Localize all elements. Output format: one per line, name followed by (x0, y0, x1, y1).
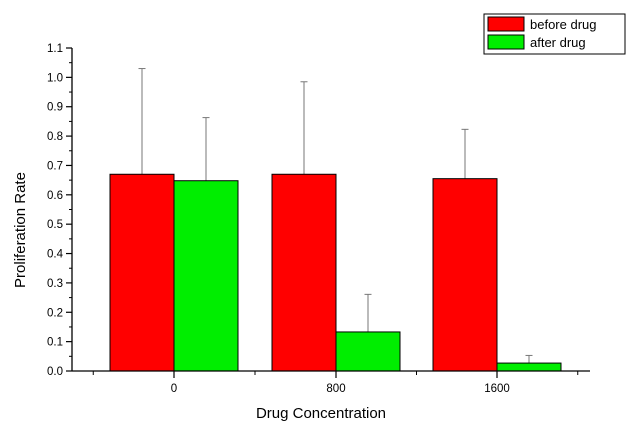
y-tick-label: 0.0 (47, 366, 63, 378)
bar (496, 362, 562, 372)
legend-swatch (487, 34, 525, 50)
bar (109, 173, 175, 372)
bar (335, 331, 401, 372)
legend-swatch (487, 16, 525, 32)
y-tick-label: 0.3 (47, 278, 63, 290)
y-tick-label: 0.9 (47, 102, 63, 114)
x-tick-label: 1600 (484, 383, 510, 395)
bar (173, 180, 239, 372)
legend: before drug after drug (483, 13, 626, 55)
x-axis-title: Drug Concentration (256, 405, 386, 422)
y-tick-label: 0.8 (47, 131, 63, 143)
y-tick-label: 1.1 (47, 43, 63, 55)
y-axis-title: Proliferation Rate (12, 172, 29, 288)
x-tick-label: 0 (171, 383, 177, 395)
y-tick-label: 0.1 (47, 337, 63, 349)
x-tick-label: 800 (326, 383, 345, 395)
y-tick-label: 0.6 (47, 190, 63, 202)
y-tick-label: 1.0 (47, 72, 63, 84)
bar (271, 173, 337, 372)
y-tick-label: 0.5 (47, 219, 63, 231)
y-tick-label: 0.7 (47, 160, 63, 172)
y-tick-label: 0.4 (47, 249, 64, 261)
x-ticks: 0 800 1600 (92, 371, 579, 395)
y-tick-label: 0.2 (47, 307, 63, 319)
legend-label: before drug (530, 17, 597, 32)
y-ticks: 0.0 0.1 0.2 0.3 0.4 0.5 0.6 0.7 0.8 0.9 1.0 1.1 (47, 43, 72, 378)
legend-label: after drug (530, 35, 586, 50)
bar (432, 178, 498, 372)
bars (109, 68, 562, 372)
